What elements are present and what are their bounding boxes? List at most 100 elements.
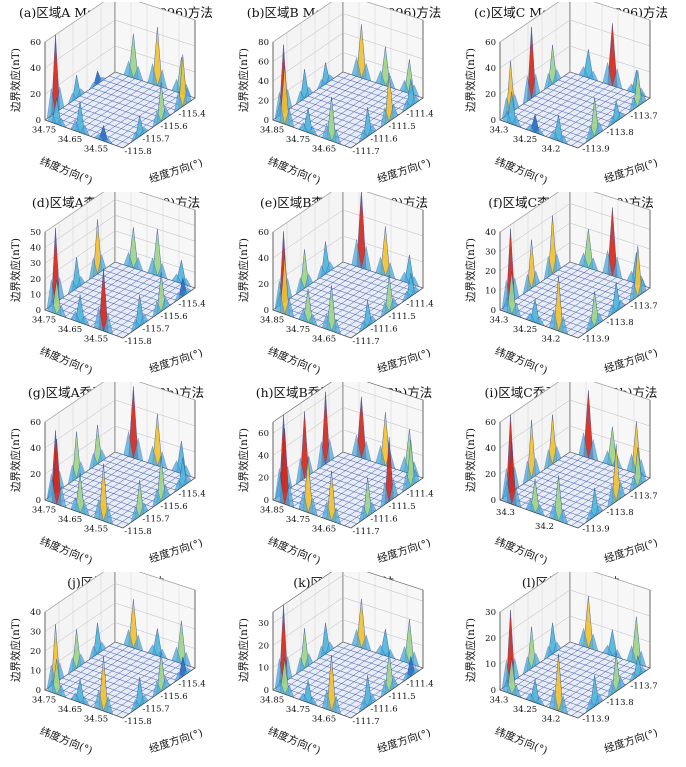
lon-tick-label: -113.8: [606, 318, 633, 328]
lon-axis-title: 经度方向(°): [376, 346, 433, 375]
lat-axis-title: 纬度方向(°): [266, 724, 322, 757]
z-tick-label: 0: [36, 116, 41, 126]
z-tick-label: 0: [491, 686, 496, 696]
lon-tick-label: -115.7: [142, 514, 169, 524]
edge-ridge: [295, 86, 314, 105]
lon-tick-label: -115.6: [160, 692, 187, 702]
lat-tick-label: 34.3: [490, 316, 509, 326]
lat-axis-title: 纬度方向(°): [266, 344, 322, 377]
panel-b: (b)区域B Malin et al.(1996)方法02040608034.8…: [233, 2, 455, 192]
lat-tick-label: 34.3: [490, 126, 509, 136]
lon-tick-label: -115.8: [124, 717, 151, 727]
edge-ridge: [147, 257, 168, 280]
lat-tick-label: 34.25: [513, 325, 537, 335]
z-tick-label: 40: [30, 608, 41, 618]
edge-ridge: [578, 627, 599, 652]
lat-tick-label: 34.55: [84, 334, 108, 344]
z-tick-label: 30: [258, 619, 269, 629]
lat-tick-label: 34.75: [286, 325, 310, 335]
z-axis-title: 边界效应(nT): [464, 428, 477, 492]
edge-ridge: [543, 68, 562, 91]
edge-ridge: [602, 62, 623, 90]
z-tick-label: 50: [30, 228, 41, 238]
z-tick-label: 60: [30, 418, 41, 428]
z-tick-label: 60: [258, 228, 269, 238]
z-tick-label: 0: [491, 306, 496, 316]
lon-tick-label: -111.6: [370, 514, 397, 524]
lon-tick-label: -111.6: [370, 134, 397, 144]
lat-tick-label: 34.2: [542, 144, 561, 154]
lat-axis-title: 纬度方向(°): [38, 724, 94, 757]
lon-axis-title: 经度方向(°): [376, 536, 433, 565]
edge-ridge: [123, 60, 144, 82]
edge-ridge: [171, 646, 192, 667]
z-tick-label: 20: [30, 470, 41, 480]
edge-ridge: [602, 250, 623, 280]
panel-c: (c)区域C Malin et al.(1996)方法020406034.334…: [460, 2, 682, 192]
lat-axis-title: 纬度方向(°): [38, 534, 94, 567]
z-tick-label: 20: [485, 634, 496, 644]
lon-tick-label: -113.7: [630, 301, 657, 311]
panel-j: (j)区域A本文方法01020304034.7534.6534.55-115.8…: [5, 572, 227, 762]
lat-tick-label: 34.85: [260, 506, 284, 516]
z-tick-label: 40: [485, 444, 496, 454]
z-axis-title: 边界效应(nT): [9, 48, 22, 112]
z-axis-title: 边界效应(nT): [237, 428, 250, 492]
lat-axis-title: 纬度方向(°): [38, 344, 94, 377]
edge-ridge: [147, 63, 168, 90]
lat-tick-label: 34.65: [312, 334, 336, 344]
panel-h: (h)区域B乔玉坤等(2010b)方法020406034.8534.7534.6…: [233, 382, 455, 572]
lon-axis-title: 经度方向(°): [603, 726, 660, 755]
z-axis-title: 边界效应(nT): [9, 428, 22, 492]
lon-tick-label: -115.7: [142, 134, 169, 144]
edge-ridge: [578, 252, 599, 272]
z-tick-label: 40: [30, 444, 41, 454]
edge-ridge: [295, 653, 314, 675]
lat-tick-label: 34.3: [496, 508, 515, 518]
lon-tick-label: -113.7: [630, 491, 657, 501]
edge-ridge: [316, 641, 335, 661]
lon-axis-title: 经度方向(°): [603, 156, 660, 185]
edge-ridge: [123, 628, 144, 652]
lon-axis-title: 经度方向(°): [148, 726, 205, 755]
lon-tick-label: -113.9: [582, 715, 609, 725]
z-tick-label: 40: [30, 244, 41, 254]
edge-ridge: [88, 641, 107, 661]
z-tick-label: 60: [30, 38, 41, 48]
z-tick-label: 30: [30, 628, 41, 638]
lon-tick-label: -111.7: [352, 527, 379, 537]
z-tick-label: 80: [258, 38, 269, 48]
lat-axis-title: 纬度方向(°): [493, 344, 549, 377]
lon-axis-title: 经度方向(°): [376, 156, 433, 185]
z-tick-label: 0: [36, 686, 41, 696]
z-tick-label: 20: [30, 647, 41, 657]
panel-i: (i)区域C乔玉坤等(2010b)方法020406034.334.2-113.9…: [460, 382, 682, 572]
lat-tick-label: 34.75: [286, 705, 310, 715]
edge-ridge: [123, 431, 144, 462]
lon-tick-label: -111.4: [406, 109, 433, 119]
lon-tick-label: -115.8: [124, 147, 151, 157]
lat-tick-label: 34.75: [32, 126, 56, 136]
lon-tick-label: -115.4: [178, 679, 205, 689]
lon-tick-label: -111.6: [370, 704, 397, 714]
lon-axis-title: 经度方向(°): [603, 346, 660, 375]
edge-ridge: [147, 445, 168, 470]
z-axis-title: 边界效应(nT): [9, 618, 22, 682]
edge-ridge: [375, 256, 396, 280]
z-tick-label: 0: [491, 496, 496, 506]
z-axis-title: 边界效应(nT): [237, 48, 250, 112]
z-tick-label: 0: [491, 116, 496, 126]
z-tick-label: 60: [485, 418, 496, 428]
lon-tick-label: -115.7: [142, 704, 169, 714]
lat-tick-label: 34.85: [260, 696, 284, 706]
lat-tick-label: 34.55: [84, 714, 108, 724]
z-axis-title: 边界效应(nT): [237, 238, 250, 302]
z-tick-label: 0: [36, 496, 41, 506]
lon-tick-label: -113.8: [606, 508, 633, 518]
lon-tick-label: -115.8: [124, 337, 151, 347]
lat-axis-title: 纬度方向(°): [38, 154, 94, 187]
z-tick-label: 20: [258, 280, 269, 290]
